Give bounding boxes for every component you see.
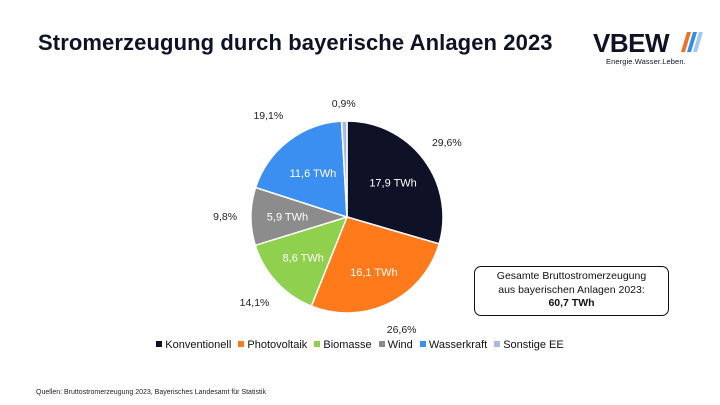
legend-label: Wasserkraft [428, 339, 488, 351]
slice-percent-label-sonstige-ee: 0,9% [332, 98, 356, 110]
total-value: 60,7 TWh [548, 297, 595, 309]
pie-slice-konventionell [346, 120, 444, 245]
total-line-2: aus bayerischen Anlagen 2023: [498, 283, 645, 296]
legend-swatch [314, 341, 321, 347]
slice-value-label-konventionell: 17,9 TWh [369, 177, 417, 189]
legend-item-biomasse: Biomasse [314, 339, 372, 351]
logo-wordmark: VBEW [593, 28, 670, 58]
legend-swatch [494, 341, 501, 347]
pie-slice-sonstige-ee [340, 120, 348, 218]
logo-slashes-icon [681, 32, 703, 52]
slice-percent-label-photovoltaik: 26,6% [387, 324, 417, 336]
legend-label: Konventionell [165, 339, 232, 351]
slice-value-label-biomasse: 8,6 TWh [283, 252, 324, 264]
slice-percent-label-wind: 9,8% [213, 211, 237, 223]
slice-percent-label-biomasse: 14,1% [240, 297, 270, 309]
pie-slice-wasserkraft [254, 120, 348, 219]
slice-value-label-wasserkraft: 11,6 TWh [290, 168, 337, 180]
pie-slice-biomasse [254, 215, 349, 308]
chart-legend: Konventionell Photovoltaik Biomasse Wind… [0, 339, 720, 351]
total-line-1: Gesamte Bruttostromerzeugung [496, 270, 647, 282]
source-note: Quellen: Bruttostromerzeugung 2023, Baye… [36, 389, 266, 396]
legend-item-photovoltaik: Photovoltaik [238, 339, 307, 351]
slice-value-label-photovoltaik: 16,1 TWh [350, 267, 398, 279]
legend-item-wasserkraft: Wasserkraft [419, 339, 488, 351]
logo-tagline: Energie.Wasser.Leben. [606, 57, 686, 66]
legend-item-wind: Wind [378, 339, 413, 351]
legend-label: Wind [387, 339, 413, 351]
legend-label: Sonstige EE [503, 339, 564, 351]
legend-item-konventionell: Konventionell [156, 339, 231, 351]
legend-swatch [156, 341, 163, 347]
slice-percent-label-konventionell: 29,6% [432, 137, 462, 149]
logo-slash-blue [687, 32, 697, 52]
legend-item-sonstige-ee: Sonstige EE [494, 339, 564, 351]
vbew-logo: VBEW Energie.Wasser.Leben. [593, 28, 703, 70]
page-title: Stromerzeugung durch bayerische Anlagen … [38, 30, 553, 55]
legend-swatch [238, 341, 245, 347]
slice-percent-label-wasserkraft: 19,1% [253, 110, 283, 122]
total-box: Gesamte Bruttostromerzeugung aus bayeris… [474, 266, 669, 316]
legend-label: Photovoltaik [247, 339, 308, 351]
legend-swatch [378, 341, 385, 347]
slice-value-label-wind: 5,9 TWh [267, 212, 308, 224]
legend-label: Biomasse [323, 339, 372, 351]
legend-swatch [419, 341, 426, 347]
logo-slash-lightblue [693, 32, 703, 52]
logo-slash-orange [681, 32, 691, 52]
pie-slice-photovoltaik [310, 216, 441, 314]
